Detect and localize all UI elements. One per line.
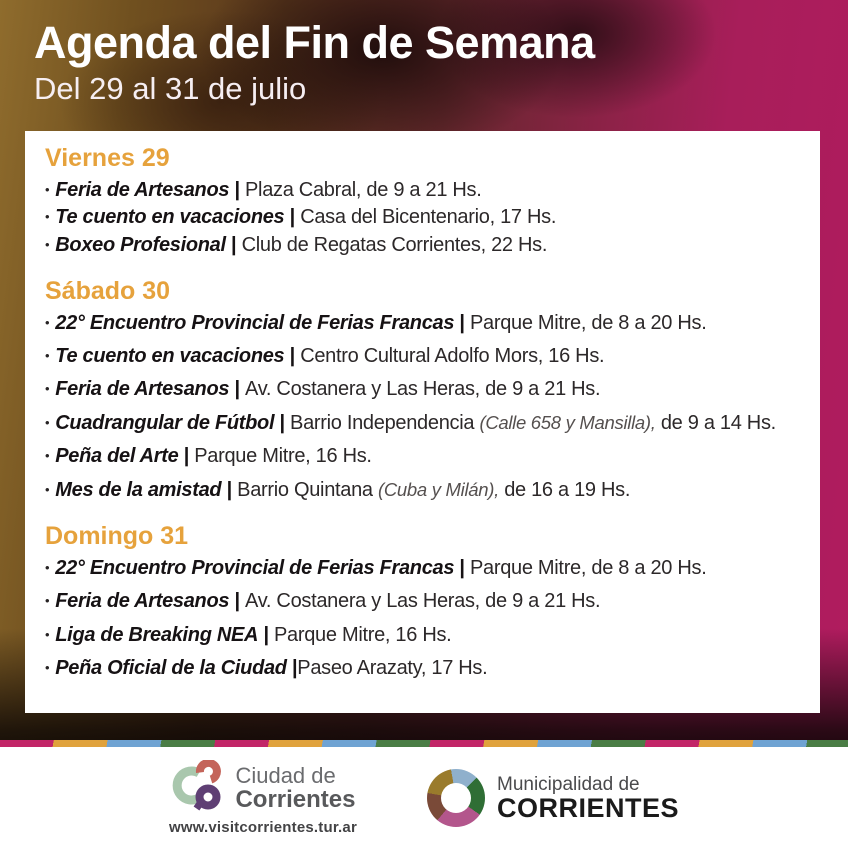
pipe-separator: | (225, 233, 242, 256)
pipe-separator: | (454, 311, 470, 334)
bullet-icon: • (45, 626, 50, 642)
event-detail: Centro Cultural Adolfo Mors, 16 Hs. (300, 345, 605, 368)
bullet-icon: • (45, 314, 50, 330)
event-item: • Liga de Breaking NEA | Parque Mitre, 16… (45, 623, 802, 648)
section-sabado: Sábado 30 • 22° Encuentro Provincial de F… (45, 277, 802, 503)
pipe-separator: | (229, 378, 246, 401)
event-item: • 22° Encuentro Provincial de Ferias Fran… (45, 556, 802, 581)
bullet-icon: • (45, 659, 50, 675)
event-detail: Av. Costanera y Las Heras, de 9 a 21 Hs. (245, 378, 601, 401)
event-name: Feria de Artesanos (55, 178, 230, 201)
bullet-icon: • (45, 448, 50, 464)
event-name: Feria de Artesanos (55, 590, 230, 613)
bullet-icon: • (45, 414, 50, 430)
bullet-icon: • (45, 593, 50, 609)
bullet-icon: • (45, 209, 50, 225)
event-item: • Feria de Artesanos | Plaza Cabral, de 9… (45, 178, 802, 203)
event-detail-post: de 16 a 19 Hs. (498, 478, 631, 501)
event-detail: Parque Mitre, 16 Hs. (194, 445, 372, 468)
agenda-card: Viernes 29 • Feria de Artesanos | Plaza C… (25, 131, 820, 713)
bullet-icon: • (45, 481, 50, 497)
bullet-icon: • (45, 348, 50, 364)
event-detail: Barrio Independencia (290, 411, 480, 434)
event-note: (Calle 658 y Mansilla), (479, 411, 656, 433)
pipe-separator: | (258, 623, 275, 646)
city-logo-icon (173, 760, 222, 811)
event-detail: Av. Costanera y Las Heras, de 9 a 21 Hs. (245, 590, 601, 613)
event-name: Mes de la amistad (55, 478, 222, 501)
event-item: • Feria de Artesanos | Av. Costanera y La… (45, 589, 802, 614)
pipe-separator: | (284, 345, 301, 368)
bullet-icon: • (45, 181, 50, 197)
event-detail-post: de 9 a 14 Hs. (655, 411, 776, 434)
event-item: • Cuadrangular de Fútbol | Barrio Indepen… (45, 411, 802, 436)
section-viernes: Viernes 29 • Feria de Artesanos | Plaza C… (45, 144, 802, 258)
city-logo-line2: Corrientes (235, 786, 356, 814)
event-name: Feria de Artesanos (55, 378, 230, 401)
municipality-line1: Municipalidad de (497, 773, 640, 795)
bullet-icon: • (45, 559, 50, 575)
event-name: Peña del Arte (55, 445, 179, 468)
pipe-separator: | (229, 590, 246, 613)
pipe-separator: | (454, 556, 470, 579)
event-name: Peña Oficial de la Ciudad (55, 656, 287, 679)
day-heading-viernes: Viernes 29 (45, 144, 170, 172)
multicolor-stripe (0, 740, 848, 747)
municipality-line2: CORRIENTES (497, 793, 680, 824)
event-note: (Cuba y Milán), (378, 478, 499, 500)
event-name: 22° Encuentro Provincial de Ferias Franc… (55, 311, 455, 334)
photo-gap (0, 713, 848, 740)
pipe-separator: | (274, 411, 291, 434)
event-detail: Barrio Quintana (237, 478, 379, 501)
event-item: • Te cuento en vacaciones | Centro Cultur… (45, 344, 802, 369)
event-item: • Boxeo Profesional | Club de Regatas Cor… (45, 233, 802, 258)
event-detail: Paseo Arazaty, 17 Hs. (297, 656, 488, 679)
day-heading-domingo: Domingo 31 (45, 522, 189, 551)
pipe-separator: | (286, 656, 298, 679)
event-name: Te cuento en vacaciones (55, 206, 285, 229)
event-name: Te cuento en vacaciones (55, 345, 285, 368)
event-detail: Club de Regatas Corrientes, 22 Hs. (241, 233, 548, 256)
day-heading-sabado: Sábado 30 (45, 276, 171, 305)
event-name: Boxeo Profesional (55, 233, 226, 256)
event-item: • Peña Oficial de la Ciudad |Paseo Arazat… (45, 656, 802, 681)
event-item: • Te cuento en vacaciones | Casa del Bice… (45, 205, 802, 230)
poster-footer: Ciudad de Corrientes www.visitcorrientes… (0, 747, 848, 849)
event-item: • Peña del Arte | Parque Mitre, 16 Hs. (45, 444, 802, 469)
event-detail: Parque Mitre, de 8 a 20 Hs. (469, 311, 707, 334)
municipality-logo: Municipalidad de CORRIENTES (427, 769, 679, 827)
section-domingo: Domingo 31 • 22° Encuentro Provincial de … (45, 522, 802, 681)
event-item: • 22° Encuentro Provincial de Ferias Fran… (45, 311, 802, 336)
event-detail: Parque Mitre, de 8 a 20 Hs. (469, 556, 707, 579)
event-detail: Parque Mitre, 16 Hs. (274, 623, 452, 646)
pipe-separator: | (229, 178, 246, 201)
date-range-subtitle: Del 29 al 31 de julio (34, 71, 307, 106)
pipe-separator: | (221, 478, 238, 501)
pipe-separator: | (284, 206, 301, 229)
event-item: • Feria de Artesanos | Av. Costanera y La… (45, 377, 802, 402)
city-logo-line1: Ciudad de (235, 762, 336, 788)
event-detail: Casa del Bicentenario, 17 Hs. (300, 206, 557, 229)
visit-corrientes-url: www.visitcorrientes.tur.ar (168, 819, 357, 836)
municipality-ring-icon (427, 769, 485, 827)
poster-header: Agenda del Fin de Semana Del 29 al 31 de… (0, 0, 848, 131)
bullet-icon: • (45, 381, 50, 397)
pipe-separator: | (178, 445, 195, 468)
page-title: Agenda del Fin de Semana (34, 17, 595, 68)
bullet-icon: • (45, 236, 50, 252)
event-detail: Plaza Cabral, de 9 a 21 Hs. (245, 178, 482, 201)
city-of-corrientes-logo: Ciudad de Corrientes www.visitcorrientes… (169, 760, 357, 836)
event-name: 22° Encuentro Provincial de Ferias Franc… (55, 556, 455, 579)
event-item: • Mes de la amistad | Barrio Quintana (Cu… (45, 478, 802, 503)
event-name: Liga de Breaking NEA (55, 623, 259, 646)
event-name: Cuadrangular de Fútbol (55, 411, 275, 434)
